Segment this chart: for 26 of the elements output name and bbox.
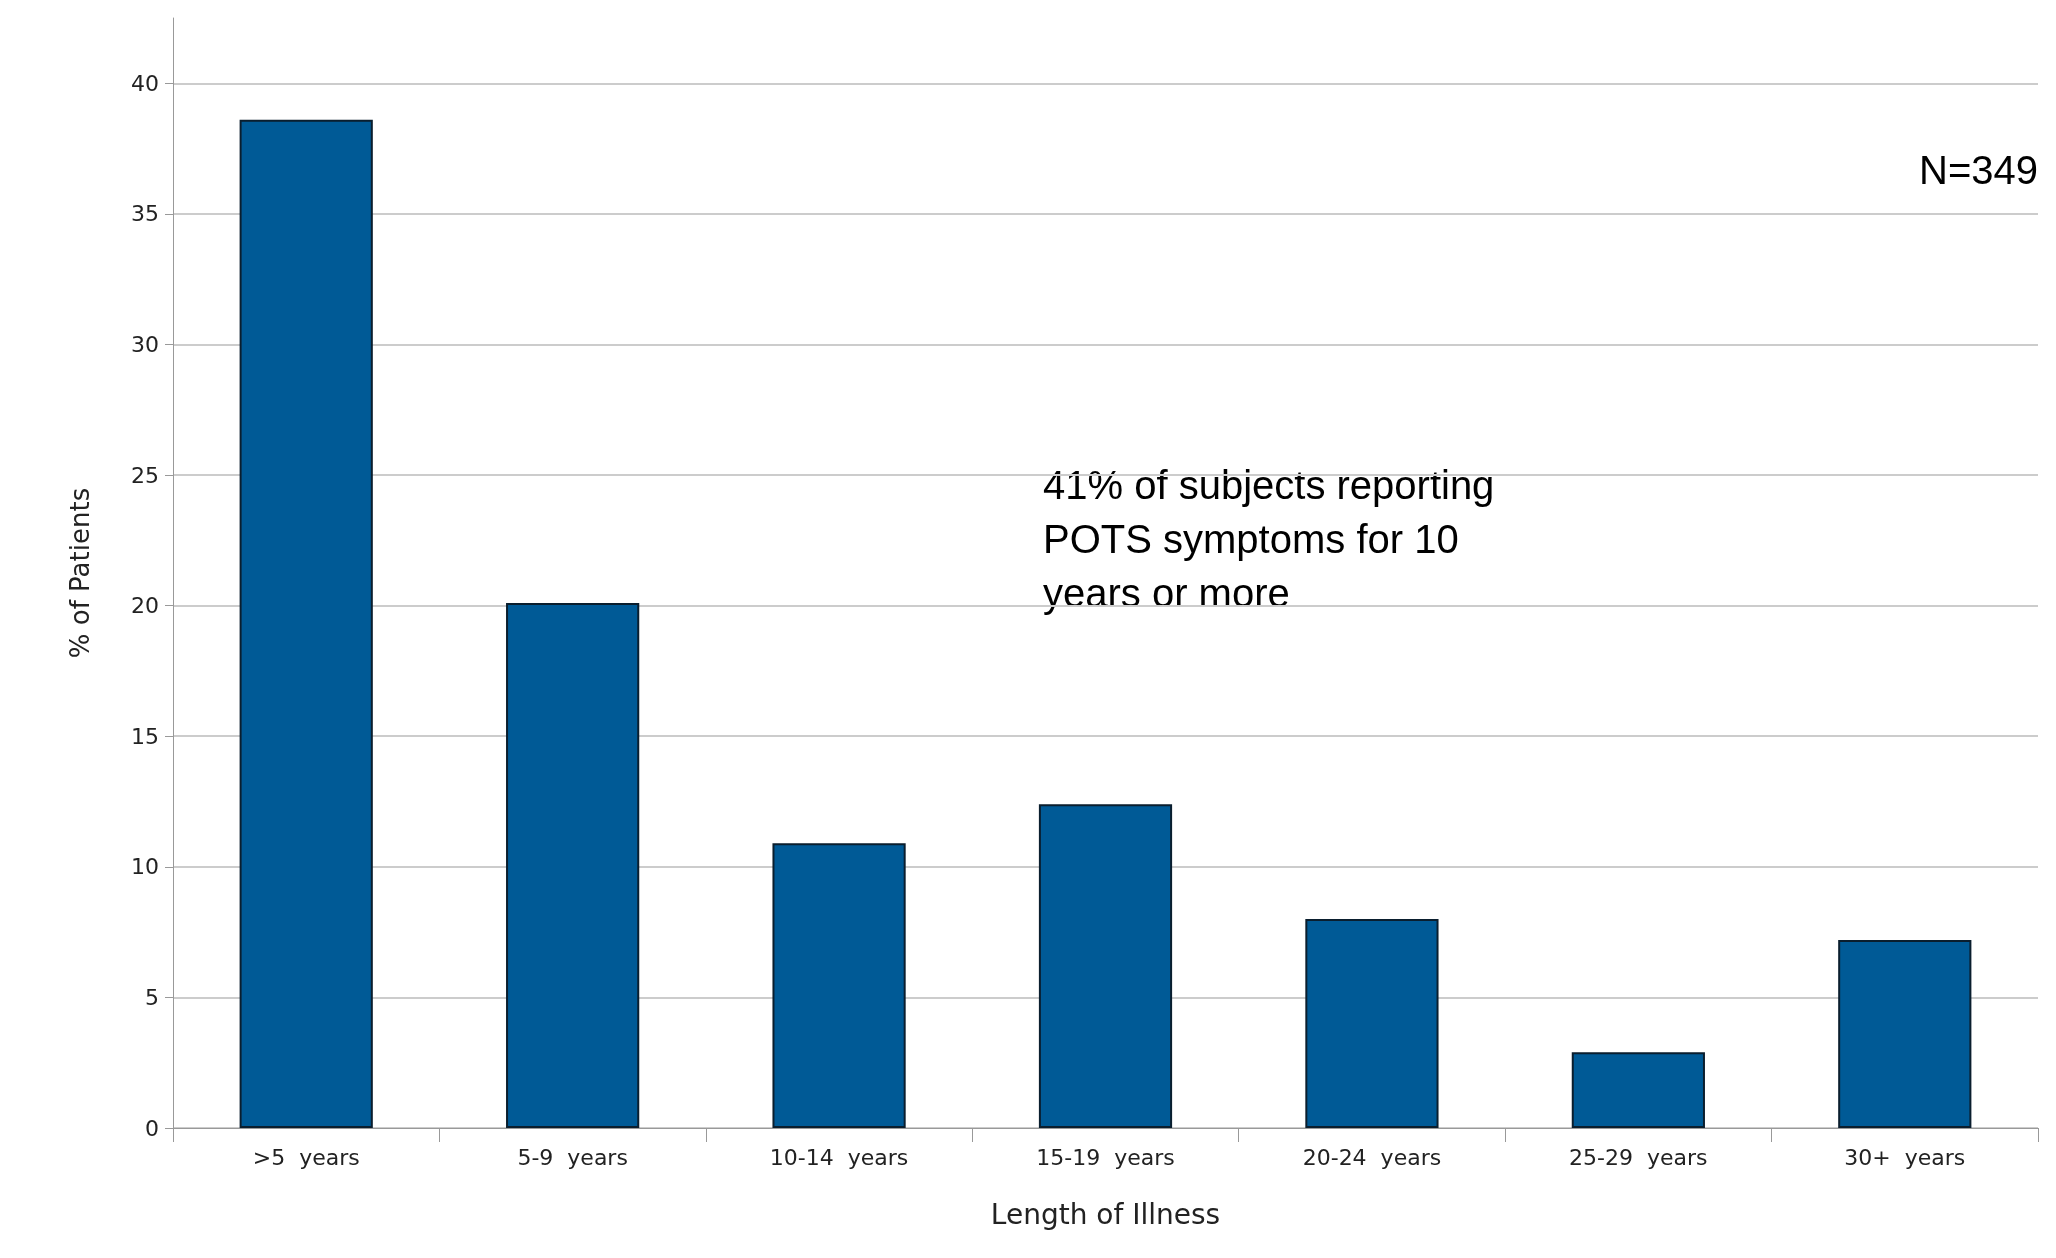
x-tick-label: 5-9 years <box>517 1144 628 1170</box>
bar <box>1305 919 1439 1128</box>
y-tick-label: 15 <box>131 723 159 749</box>
y-tick-label: 40 <box>131 70 159 96</box>
x-tick-label: 20-24 years <box>1302 1144 1442 1170</box>
x-axis-title: Length of Illness <box>990 1197 1221 1231</box>
x-tick-label: 30+ years <box>1844 1144 1966 1170</box>
x-tick-label: 15-19 years <box>1036 1144 1175 1170</box>
y-tick-label: 10 <box>131 854 159 880</box>
annotation: N=349 <box>1919 148 2038 192</box>
bar <box>1571 1052 1705 1128</box>
bar <box>1838 939 1972 1128</box>
x-tick-label: 10-14 years <box>769 1144 909 1170</box>
bar <box>1038 804 1173 1128</box>
y-tick-label: 20 <box>131 593 159 619</box>
bar <box>772 843 906 1128</box>
x-tick-label: 25-29 years <box>1569 1144 1708 1170</box>
y-tick-label: 30 <box>131 331 159 357</box>
x-tick-label: >5 years <box>252 1144 360 1170</box>
y-tick-label: 5 <box>145 984 159 1010</box>
y-tick-label: 25 <box>131 462 159 488</box>
bar <box>239 119 373 1128</box>
bar <box>506 603 640 1128</box>
y-axis-title: % of Patients <box>65 487 95 659</box>
y-tick-label: 35 <box>131 201 159 227</box>
y-tick-label: 0 <box>145 1115 159 1141</box>
